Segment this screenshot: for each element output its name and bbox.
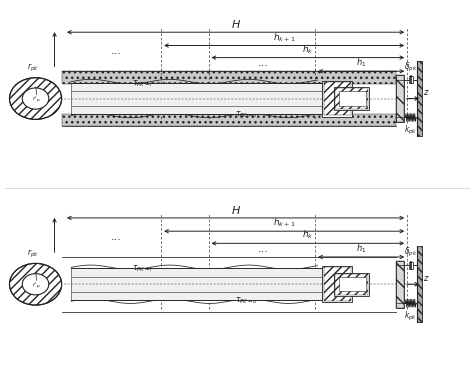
Bar (339, 91, 366, 106)
Text: $h_{k+1}$: $h_{k+1}$ (273, 31, 295, 44)
Bar (324, 82, 351, 116)
Bar (62, 71, 396, 83)
Text: $k_{pk}$: $k_{pk}$ (404, 124, 417, 138)
Bar (396, 261, 404, 308)
Text: $\delta_{pk}$: $\delta_{pk}$ (404, 246, 418, 259)
Text: $r_{pk}$: $r_{pk}$ (27, 247, 39, 260)
Text: ...: ... (258, 58, 268, 68)
Text: ...: ... (111, 46, 121, 56)
Text: $h_k$: $h_k$ (302, 229, 314, 241)
Text: H: H (231, 206, 240, 216)
Text: $r'_{p}$: $r'_{p}$ (32, 280, 41, 292)
Text: ...: ... (111, 232, 121, 242)
Text: $h_{k+1}$: $h_{k+1}$ (273, 217, 295, 229)
Bar (71, 83, 322, 114)
Circle shape (22, 274, 49, 295)
Circle shape (9, 263, 62, 305)
Text: $h_k$: $h_k$ (302, 43, 314, 56)
Bar (417, 246, 422, 322)
Text: $\delta_{pk}$: $\delta_{pk}$ (404, 60, 418, 74)
Text: H: H (231, 20, 240, 30)
Bar (322, 81, 352, 117)
Text: $h_1$: $h_1$ (356, 243, 366, 255)
Bar (396, 75, 404, 122)
Bar (396, 261, 404, 308)
Text: $r_{pk}$: $r_{pk}$ (27, 62, 39, 74)
Bar (62, 114, 396, 126)
Text: $k_{pk}$: $k_{pk}$ (404, 310, 417, 323)
Text: $\tau_{PK-o}$: $\tau_{PK-o}$ (235, 110, 258, 121)
Bar (334, 273, 369, 296)
Text: $z$: $z$ (423, 274, 430, 283)
Bar (396, 75, 404, 122)
Text: $h_1$: $h_1$ (356, 57, 366, 69)
Bar (322, 266, 352, 302)
Bar (324, 268, 351, 301)
Bar (71, 268, 322, 300)
Text: $\tau_{PK-i}$: $\tau_{PK-i}$ (131, 264, 153, 274)
Circle shape (9, 78, 62, 119)
Text: ...: ... (258, 244, 268, 254)
Bar (335, 88, 368, 109)
Bar (334, 87, 369, 110)
Bar (409, 262, 413, 269)
Text: $r'_{p}$: $r'_{p}$ (32, 95, 41, 106)
Bar (409, 76, 413, 83)
Circle shape (22, 88, 49, 109)
Text: $\tau_{PK-o}$: $\tau_{PK-o}$ (235, 296, 258, 306)
Bar (335, 274, 368, 295)
Bar (417, 61, 422, 136)
Text: $z$: $z$ (423, 88, 430, 97)
Text: $\tau_{PK-i}$: $\tau_{PK-i}$ (131, 78, 153, 89)
Bar (339, 277, 366, 291)
